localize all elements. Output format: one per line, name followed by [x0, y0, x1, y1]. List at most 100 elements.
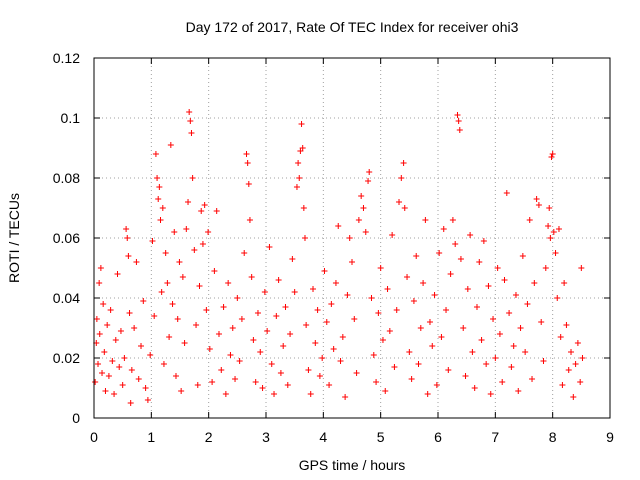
data-point: [447, 271, 454, 277]
data-point: [454, 112, 461, 118]
y-tick-label: 0.1: [61, 110, 81, 126]
data-point: [323, 319, 330, 325]
data-point: [328, 301, 335, 307]
data-point: [360, 205, 367, 211]
data-point: [282, 304, 289, 310]
data-point: [266, 244, 273, 250]
data-point: [535, 202, 542, 208]
data-point: [293, 184, 300, 190]
data-point: [203, 307, 210, 313]
data-point: [193, 322, 200, 328]
data-point: [332, 280, 339, 286]
data-point: [162, 250, 169, 256]
data-point: [164, 280, 171, 286]
data-point: [160, 361, 167, 367]
data-point: [275, 277, 282, 283]
data-point: [487, 391, 494, 397]
data-point: [559, 382, 566, 388]
x-tick-label: 4: [319, 429, 327, 445]
data-point: [295, 160, 302, 166]
data-point: [117, 328, 124, 334]
data-point: [196, 283, 203, 289]
data-point: [157, 217, 164, 223]
data-point: [483, 361, 490, 367]
x-tick-label: 3: [262, 429, 270, 445]
data-point: [574, 340, 581, 346]
data-point: [191, 247, 198, 253]
data-point: [396, 199, 403, 205]
data-point: [171, 229, 178, 235]
data-point: [579, 355, 586, 361]
data-point: [415, 361, 422, 367]
data-point: [436, 250, 443, 256]
data-point: [252, 379, 259, 385]
data-point: [299, 145, 306, 151]
data-point: [492, 355, 499, 361]
data-point: [401, 205, 408, 211]
data-point: [261, 289, 268, 295]
data-point: [561, 280, 568, 286]
data-point: [426, 319, 433, 325]
data-point: [126, 310, 133, 316]
x-tick-label: 8: [549, 429, 557, 445]
data-point: [248, 274, 255, 280]
data-point: [389, 232, 396, 238]
data-point: [236, 358, 243, 364]
data-point: [178, 388, 185, 394]
data-point: [227, 352, 234, 358]
grid-lines: [94, 58, 610, 418]
data-point: [449, 217, 456, 223]
data-point: [167, 142, 174, 148]
data-point: [298, 121, 305, 127]
data-point: [114, 271, 121, 277]
y-tick-label: 0.12: [53, 50, 80, 66]
data-point: [133, 259, 140, 265]
data-point: [152, 151, 159, 157]
data-point: [365, 178, 372, 184]
x-tick-label: 5: [377, 429, 385, 445]
data-point: [209, 379, 216, 385]
data-point: [97, 265, 104, 271]
data-point: [321, 268, 328, 274]
data-point: [353, 370, 360, 376]
data-point: [151, 313, 158, 319]
data-point: [99, 370, 106, 376]
data-point: [268, 361, 275, 367]
data-point: [213, 208, 220, 214]
data-point: [362, 229, 369, 235]
y-axis-label: ROTI / TECUs: [6, 193, 22, 283]
x-tick-labels: 0 1 2 3 4 5 6 7 8 9: [90, 429, 614, 445]
data-point: [457, 256, 464, 262]
data-point: [104, 322, 111, 328]
data-point: [462, 373, 469, 379]
data-point: [135, 376, 142, 382]
data-point: [199, 241, 206, 247]
data-point: [277, 370, 284, 376]
data-point: [107, 307, 114, 313]
data-point: [552, 250, 559, 256]
data-point: [330, 346, 337, 352]
data-point: [429, 343, 436, 349]
data-point: [413, 253, 420, 259]
data-point: [109, 358, 116, 364]
data-point: [218, 367, 225, 373]
data-point: [398, 175, 405, 181]
data-point: [95, 361, 102, 367]
data-point: [382, 388, 389, 394]
data-point: [183, 226, 190, 232]
data-point: [234, 295, 241, 301]
data-point: [149, 238, 156, 244]
data-point: [538, 319, 545, 325]
data-point: [169, 301, 176, 307]
data-point: [501, 277, 508, 283]
data-point: [259, 385, 266, 391]
data-point: [548, 154, 555, 160]
data-point: [464, 286, 471, 292]
data-point: [229, 325, 236, 331]
data-point: [127, 400, 134, 406]
data-point: [549, 151, 556, 157]
data-point: [400, 160, 407, 166]
data-point: [312, 340, 319, 346]
data-point: [557, 334, 564, 340]
data-point: [188, 130, 195, 136]
